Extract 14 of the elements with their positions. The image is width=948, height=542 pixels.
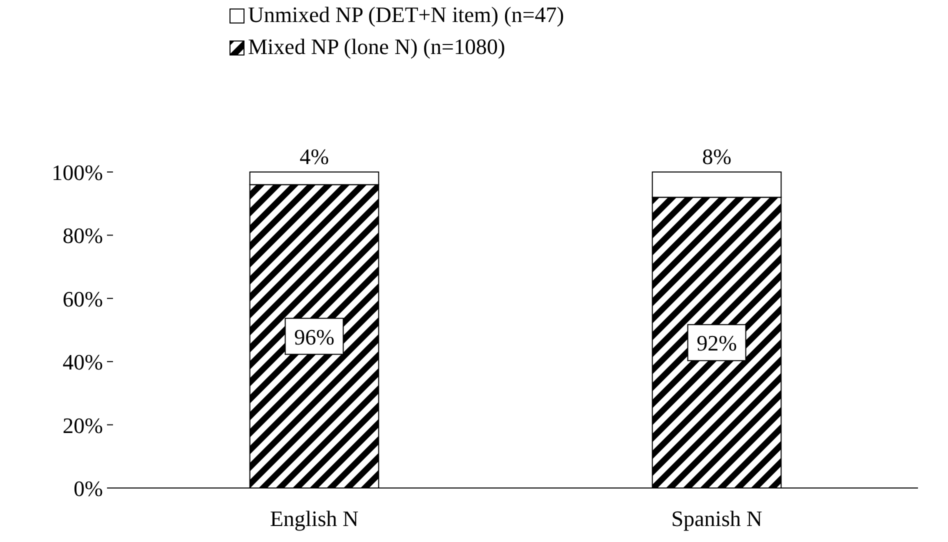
legend-label: Unmixed NP (DET+N item) (n=47) xyxy=(248,2,564,27)
data-label: 8% xyxy=(702,144,732,169)
data-label: 96% xyxy=(294,324,334,350)
y-tick-label: 60% xyxy=(62,286,103,312)
x-tick-label: English N xyxy=(270,506,359,531)
y-tick-label: 20% xyxy=(62,412,103,438)
data-label: 4% xyxy=(300,144,329,169)
y-tick-label: 40% xyxy=(62,350,103,375)
y-tick-label: 80% xyxy=(62,223,103,248)
x-tick-label: Spanish N xyxy=(671,506,762,531)
y-tick-label: 100% xyxy=(52,160,103,185)
data-label: 92% xyxy=(696,330,737,356)
legend-label: Mixed NP (lone N) (n=1080) xyxy=(248,34,506,59)
y-tick-label: 0% xyxy=(74,476,103,501)
